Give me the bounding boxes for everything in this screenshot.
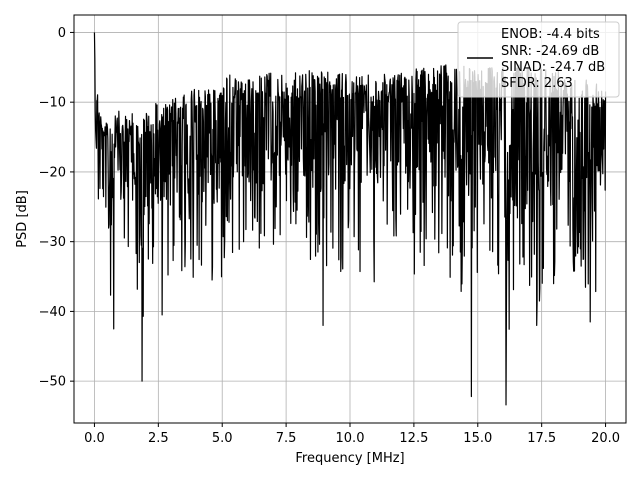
legend-line-3: SINAD: -24.7 dB [501,60,605,75]
x-tick-label: 0.0 [84,431,105,446]
y-tick-label: 0 [58,26,66,41]
y-tick-label: −40 [39,305,66,320]
y-tick-label: −20 [39,165,66,180]
x-tick-label: 10.0 [336,431,365,446]
x-tick-label: 20.0 [591,431,620,446]
legend-line-1: ENOB: -4.4 bits [501,27,600,42]
x-tick-label: 2.5 [148,431,169,446]
psd-line [93,32,607,406]
y-tick-label: −10 [39,96,66,111]
x-tick-label: 17.5 [527,431,556,446]
x-tick-label: 5.0 [212,431,233,446]
y-tick-label: −50 [39,375,66,390]
legend-box [457,21,620,98]
series-group [93,32,607,406]
legend-line-2: SNR: -24.69 dB [501,44,599,59]
y-axis-label: PSD [dB] [15,190,30,248]
legend-line-4: SFDR: 2.63 [501,76,573,91]
x-axis-label: Frequency [MHz] [295,451,404,466]
x-tick-label: 12.5 [399,431,428,446]
series-layer [93,32,607,406]
legend: ENOB: -4.4 bits SNR: -24.69 dB SINAD: -2… [457,21,620,98]
x-tick-label: 7.5 [276,431,297,446]
x-tick-label: 15.0 [463,431,492,446]
ticks: 0.0 2.5 5.0 7.5 10.0 12.5 15.0 17.5 20.0 0 −10 −20 −… [39,26,620,446]
y-tick-label: −30 [39,235,66,250]
